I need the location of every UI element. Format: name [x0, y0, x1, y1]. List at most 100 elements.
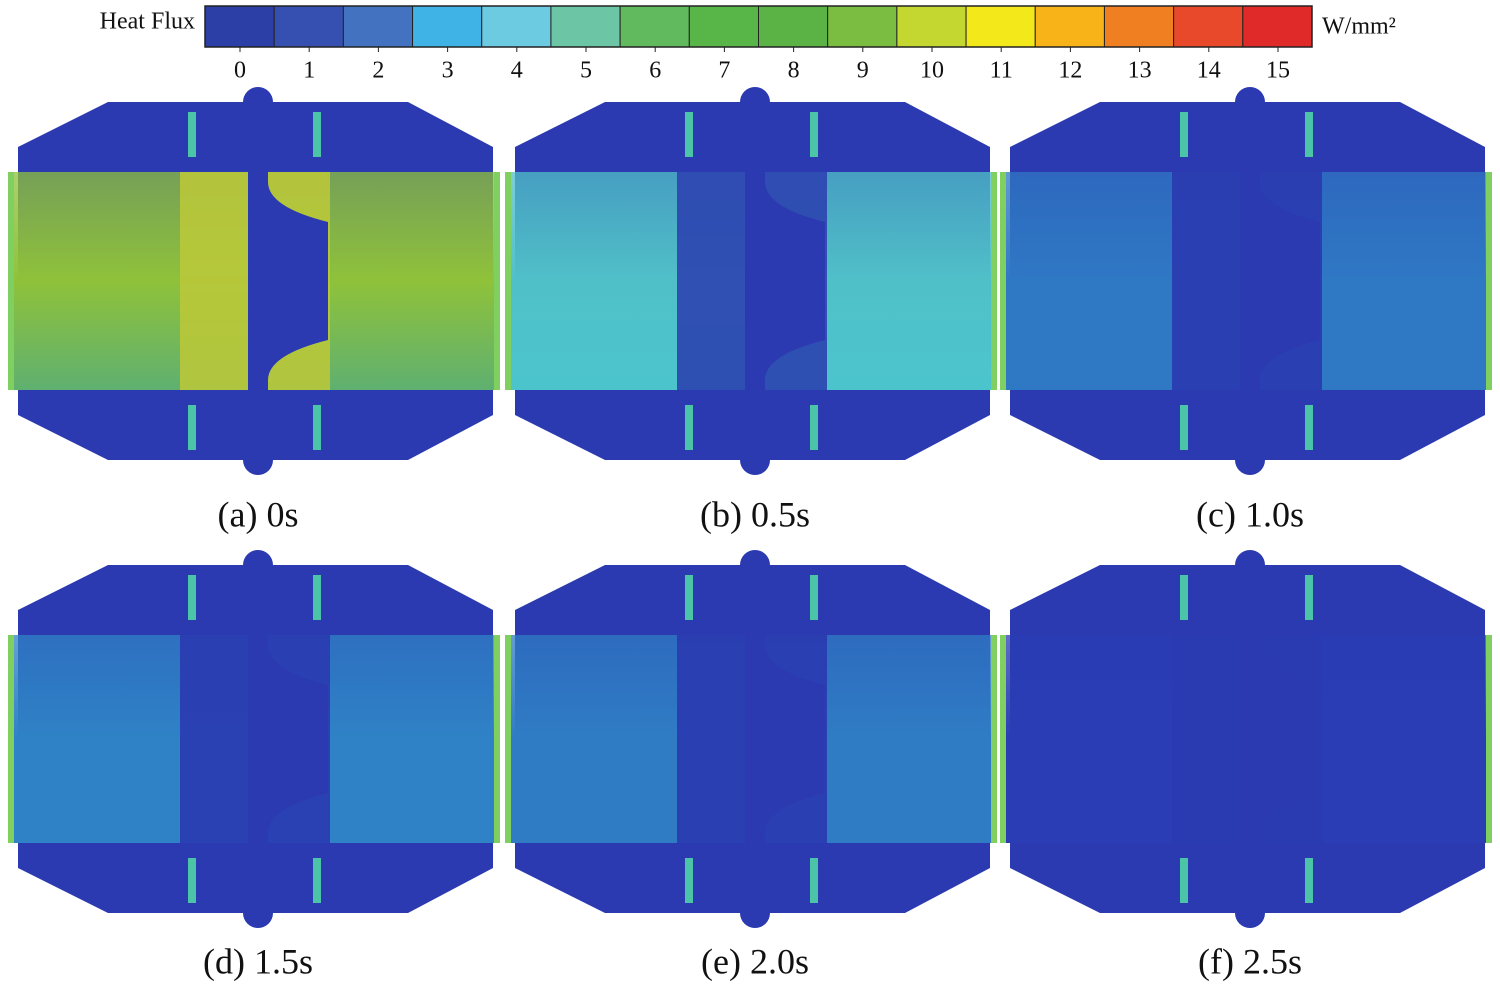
valve-panel: [1000, 550, 1492, 928]
colorbar-tick-label: 3: [442, 58, 454, 84]
pipe-edge: [1000, 172, 1006, 390]
valve-panel: [8, 550, 500, 928]
valve-knob: [1235, 87, 1265, 117]
colorbar-tick-label: 2: [372, 58, 384, 84]
port: [810, 112, 818, 157]
valve-knob: [1235, 445, 1265, 475]
colorbar-cell: [827, 5, 898, 48]
valve-panel: [505, 550, 997, 928]
valve-disc: [248, 142, 328, 420]
valve-knob: [740, 898, 770, 928]
colorbar-cell: [965, 5, 1036, 48]
pipe-edge: [505, 635, 511, 843]
colorbar-tick-label: 0: [234, 58, 246, 84]
colorbar-cell: [1034, 5, 1105, 48]
port: [685, 405, 693, 450]
pipe-edge: [1486, 635, 1492, 843]
colorbar-cell: [550, 5, 621, 48]
port: [685, 112, 693, 157]
port: [313, 858, 321, 903]
panel-caption: (d) 1.5s: [203, 941, 313, 981]
port: [810, 405, 818, 450]
colorbar-tick-label: 12: [1058, 58, 1082, 84]
colorbar-cell: [481, 5, 552, 48]
colorbar-tick-label: 15: [1266, 58, 1290, 84]
port: [1305, 575, 1313, 620]
port: [1305, 112, 1313, 157]
port: [1180, 858, 1188, 903]
colorbar-cell: [412, 5, 483, 48]
port: [685, 575, 693, 620]
panel-caption: (b) 0.5s: [700, 494, 810, 534]
port: [313, 112, 321, 157]
colorbar-tick-label: 7: [718, 58, 730, 84]
pipe-edge: [1486, 172, 1492, 390]
port: [1305, 858, 1313, 903]
colorbar-tick-label: 14: [1197, 58, 1221, 84]
port: [1180, 405, 1188, 450]
colorbar-title: Heat Flux: [100, 9, 195, 35]
colorbar-tick-label: 8: [788, 58, 800, 84]
colorbar-unit: W/mm²: [1322, 14, 1396, 40]
port: [313, 405, 321, 450]
colorbar-tick-label: 4: [511, 58, 523, 84]
pipe-edge: [494, 172, 500, 390]
port: [188, 858, 196, 903]
valve-disc: [745, 142, 825, 420]
colorbar-tick-label: 6: [649, 58, 661, 84]
valve-knob: [740, 550, 770, 580]
colorbar-cell: [1103, 5, 1175, 48]
pipe-edge: [8, 172, 14, 390]
pipe-edge: [494, 635, 500, 843]
port: [188, 405, 196, 450]
valve-panel: [505, 87, 997, 475]
valve-knob: [1235, 550, 1265, 580]
colorbar-cell: [204, 5, 275, 48]
valve-disc: [1240, 605, 1320, 873]
valve-panel: [1000, 87, 1492, 475]
port: [188, 112, 196, 157]
pipe-edge: [991, 635, 997, 843]
port: [810, 858, 818, 903]
port: [810, 575, 818, 620]
port: [1305, 405, 1313, 450]
panel-caption: (a) 0s: [218, 494, 299, 534]
colorbar-tick-label: 1: [303, 58, 315, 84]
colorbar-frame: [204, 5, 1313, 48]
pipe-edge: [1000, 635, 1006, 843]
port: [1180, 112, 1188, 157]
valve-knob: [740, 445, 770, 475]
port: [685, 858, 693, 903]
valve-panel: [8, 87, 500, 475]
pipe-edge: [991, 172, 997, 390]
port: [313, 575, 321, 620]
pipe-edge: [8, 635, 14, 843]
colorbar-cell: [758, 5, 829, 48]
colorbar-cell: [688, 5, 759, 48]
colorbar-tick-label: 9: [857, 58, 869, 84]
colorbar-cell: [1242, 5, 1313, 48]
colorbar-cell: [342, 5, 414, 48]
valve-knob: [1235, 898, 1265, 928]
colorbar-cell: [896, 5, 967, 48]
valve-knob: [243, 898, 273, 928]
colorbar-tick-label: 11: [990, 58, 1013, 84]
valve-knob: [243, 550, 273, 580]
colorbar-cell: [1173, 5, 1244, 48]
colorbar-tick-label: 13: [1128, 58, 1152, 84]
colorbar-tick-label: 10: [920, 58, 944, 84]
port: [1180, 575, 1188, 620]
panel-caption: (f) 2.5s: [1198, 941, 1302, 981]
port: [188, 575, 196, 620]
valve-knob: [243, 87, 273, 117]
panel-caption: (e) 2.0s: [701, 941, 809, 981]
colorbar-cell: [273, 5, 344, 48]
colorbar-cell: [619, 5, 690, 48]
valve-disc: [1240, 142, 1320, 420]
valve-knob: [740, 87, 770, 117]
valve-disc: [248, 605, 328, 873]
pipe-edge: [505, 172, 511, 390]
panel-caption: (c) 1.0s: [1196, 494, 1304, 534]
valve-disc: [745, 605, 825, 873]
